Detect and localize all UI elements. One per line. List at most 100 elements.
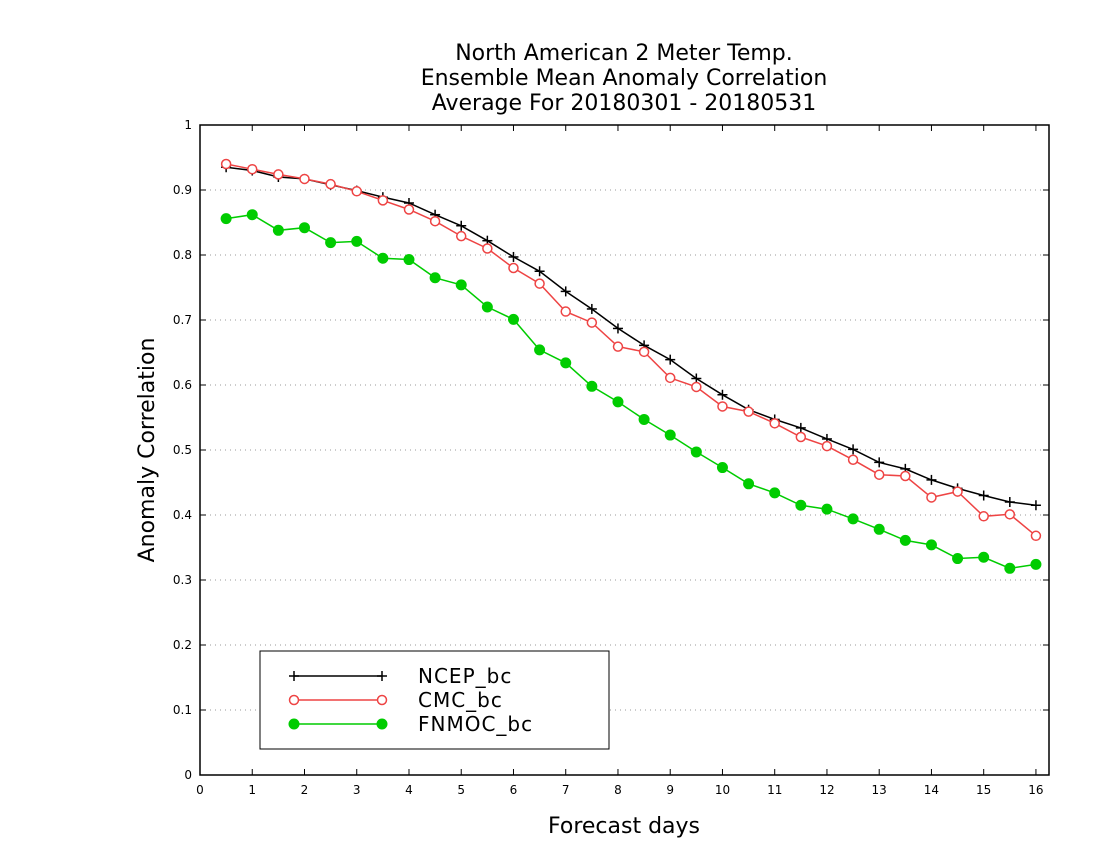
data-point-fnmoc-bc [716,462,728,474]
data-point-cmc-bc [717,401,728,412]
data-point-fnmoc-bc [873,523,885,535]
data-point-ncep-bc [456,220,467,231]
y-tick-label: 0.3 [173,573,192,587]
data-point-fnmoc-bc [821,503,833,515]
data-point-ncep-bc [560,286,571,297]
x-tick-label: 2 [301,783,309,797]
x-tick-label: 11 [767,783,782,797]
data-point-ncep-bc [586,303,597,314]
data-point-fnmoc-bc [743,478,755,490]
data-point-fnmoc-bc [847,513,859,525]
data-point-fnmoc-bc [638,413,650,425]
data-point-fnmoc-bc [769,487,781,499]
data-point-cmc-bc [351,186,362,197]
data-point-fnmoc-bc [1004,562,1016,574]
x-tick-label: 13 [872,783,887,797]
legend-marker [288,694,300,706]
legend-item-ncep-bc: NCEP_bc [289,664,512,688]
x-tick-label: 0 [196,783,204,797]
grid [200,189,1049,711]
data-point-cmc-bc [664,372,676,384]
data-point-fnmoc-bc [246,209,258,221]
x-tick-label: 12 [819,783,834,797]
chart-title: North American 2 Meter Temp.Ensemble Mea… [421,41,828,116]
data-point-fnmoc-bc [272,224,284,236]
chart-title-line-1: North American 2 Meter Temp. [455,41,793,66]
data-point-ncep-bc [926,474,937,485]
data-point-fnmoc-bc [664,429,676,441]
y-tick-label: 0.8 [173,248,192,262]
series-line-ncep-bc [226,166,1036,507]
y-tick-label: 0.2 [173,638,192,652]
data-point-cmc-bc [377,195,389,206]
y-tick-label: 1 [184,118,192,132]
series-cmc-bc [220,158,1042,542]
series-line-cmc-bc [225,163,1037,537]
data-point-fnmoc-bc [534,344,546,356]
series-fnmoc-bc [220,209,1042,574]
data-point-ncep-bc [534,266,545,277]
data-point-fnmoc-bc [952,553,964,565]
data-point-cmc-bc [534,278,545,289]
series [220,158,1042,574]
legend-label-cmc-bc: CMC_bc [418,688,503,712]
data-point-fnmoc-bc [298,222,310,234]
data-point-fnmoc-bc [403,254,415,266]
data-point-cmc-bc [560,306,571,317]
data-point-fnmoc-bc [690,446,702,458]
data-point-cmc-bc [900,470,911,482]
data-point-fnmoc-bc [1030,558,1042,570]
data-point-cmc-bc [586,317,598,328]
data-point-cmc-bc [952,486,963,497]
data-point-fnmoc-bc [925,539,937,551]
data-point-cmc-bc [273,169,284,180]
data-point-cmc-bc [455,230,467,242]
x-tick-label: 7 [562,783,570,797]
legend-label-ncep-bc: NCEP_bc [418,664,512,688]
series-ncep-bc [221,162,1041,511]
data-point-cmc-bc [299,173,310,185]
x-tick-label: 6 [510,783,518,797]
legend-item-cmc-bc: CMC_bc [288,688,503,712]
chart-title-line-2: Ensemble Mean Anomaly Correlation [421,66,828,91]
data-point-ncep-bc [874,457,885,468]
y-tick-label: 0.1 [173,703,192,717]
x-tick-label: 5 [457,783,465,797]
data-point-ncep-bc [665,354,676,365]
x-tick-label: 4 [405,783,413,797]
data-point-cmc-bc [691,381,702,393]
data-point-ncep-bc [612,323,623,334]
legend-item-fnmoc-bc: FNMOC_bc [288,712,533,736]
x-tick-label: 3 [353,783,361,797]
data-point-cmc-bc [926,492,937,503]
x-tick-label: 15 [976,783,991,797]
y-tick-label: 0.6 [173,378,192,392]
data-point-fnmoc-bc [325,237,337,249]
data-point-cmc-bc [220,158,232,170]
legend-marker [289,671,299,681]
data-point-ncep-bc [508,251,519,262]
legend-marker [288,718,300,730]
y-tick-label: 0.5 [173,443,192,457]
x-tick-label: 8 [614,783,622,797]
data-point-fnmoc-bc [455,279,467,291]
data-point-ncep-bc [978,490,989,501]
data-point-fnmoc-bc [978,551,990,563]
data-point-fnmoc-bc [481,301,493,313]
x-tick-label: 16 [1028,783,1043,797]
data-point-ncep-bc [717,389,728,400]
data-point-cmc-bc [246,163,258,175]
data-point-cmc-bc [429,215,441,227]
y-tick-label: 0.7 [173,313,192,327]
data-point-ncep-bc [1004,497,1015,507]
chart-title-line-3: Average For 20180301 - 20180531 [432,91,817,116]
data-point-cmc-bc [508,262,519,274]
legend-label-fnmoc-bc: FNMOC_bc [418,712,533,736]
x-axis-title: Forecast days [548,814,700,839]
data-point-cmc-bc [1030,530,1042,542]
data-point-fnmoc-bc [507,313,519,325]
legend-marker [376,694,388,706]
x-tick-label: 14 [924,783,939,797]
